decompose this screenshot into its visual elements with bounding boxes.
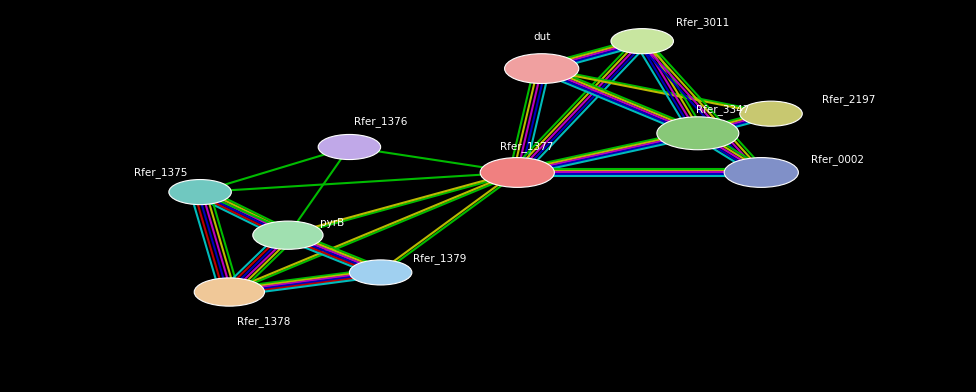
- Text: Rfer_0002: Rfer_0002: [811, 154, 864, 165]
- Text: Rfer_2197: Rfer_2197: [823, 94, 875, 105]
- Circle shape: [740, 101, 802, 126]
- Text: Rfer_3011: Rfer_3011: [676, 17, 729, 28]
- Circle shape: [169, 180, 231, 205]
- Circle shape: [724, 158, 798, 187]
- Circle shape: [194, 278, 264, 306]
- Text: Rfer_1377: Rfer_1377: [501, 142, 553, 152]
- Text: Rfer_3347: Rfer_3347: [696, 104, 749, 115]
- Text: Rfer_1379: Rfer_1379: [413, 253, 466, 264]
- Text: dut: dut: [533, 32, 550, 42]
- Text: Rfer_1378: Rfer_1378: [237, 316, 290, 327]
- Circle shape: [505, 54, 579, 83]
- Circle shape: [318, 134, 381, 160]
- Text: Rfer_1375: Rfer_1375: [135, 167, 187, 178]
- Circle shape: [349, 260, 412, 285]
- Circle shape: [253, 221, 323, 249]
- Text: Rfer_1376: Rfer_1376: [354, 116, 407, 127]
- Circle shape: [657, 117, 739, 150]
- Circle shape: [480, 158, 554, 187]
- Circle shape: [611, 29, 673, 54]
- Text: pyrB: pyrB: [320, 218, 344, 228]
